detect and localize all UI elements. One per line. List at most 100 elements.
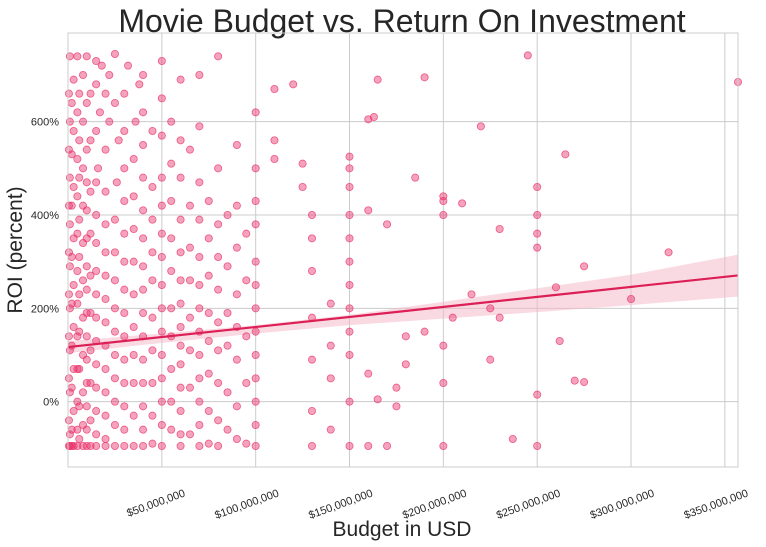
data-point-228 — [120, 229, 129, 238]
data-point-58 — [345, 210, 354, 219]
data-point-63 — [307, 210, 316, 219]
data-point-114 — [214, 346, 223, 355]
data-point-104 — [223, 308, 232, 317]
data-point-16 — [458, 199, 467, 208]
data-point-126 — [195, 71, 204, 80]
data-point-338 — [73, 299, 82, 308]
data-point-87 — [251, 420, 260, 429]
data-point-14 — [383, 220, 392, 229]
data-point-180 — [157, 327, 166, 336]
data-point-33 — [486, 355, 495, 364]
data-point-370 — [65, 430, 74, 439]
data-point-328 — [75, 327, 84, 336]
data-point-253 — [105, 117, 114, 126]
data-point-170 — [167, 425, 176, 434]
data-point-316 — [79, 276, 88, 285]
data-point-369 — [65, 388, 74, 397]
data-point-318 — [79, 350, 88, 359]
data-point-269 — [95, 108, 104, 117]
data-point-191 — [148, 313, 157, 322]
data-point-6 — [476, 122, 485, 131]
data-point-211 — [135, 80, 144, 89]
data-point-238 — [114, 136, 123, 145]
data-point-96 — [232, 243, 241, 252]
data-point-97 — [232, 290, 241, 299]
data-point-232 — [120, 332, 129, 341]
data-point-337 — [73, 266, 82, 275]
data-point-218 — [129, 322, 138, 331]
data-point-44 — [392, 383, 401, 392]
data-point-314 — [79, 201, 88, 210]
data-point-321 — [79, 441, 88, 450]
data-point-103 — [223, 262, 232, 271]
data-point-283 — [92, 406, 101, 415]
data-point-152 — [176, 276, 185, 285]
data-point-279 — [92, 313, 101, 322]
data-point-162 — [167, 159, 176, 168]
data-point-3 — [420, 73, 429, 82]
data-point-17 — [495, 224, 504, 233]
data-point-345 — [69, 127, 78, 136]
data-point-376 — [64, 290, 73, 299]
data-point-260 — [101, 294, 110, 303]
data-point-297 — [82, 99, 91, 108]
data-point-348 — [69, 280, 78, 289]
x-axis-label: Budget in USD — [333, 518, 472, 541]
data-point-346 — [69, 182, 78, 191]
data-point-56 — [345, 257, 354, 266]
data-point-106 — [223, 388, 232, 397]
data-point-277 — [92, 266, 101, 275]
data-point-164 — [167, 234, 176, 243]
data-point-367 — [65, 304, 74, 313]
x-tick-label-2: $150,000,000 — [307, 488, 374, 522]
data-point-326 — [75, 252, 84, 261]
data-point-270 — [94, 164, 103, 173]
data-point-378 — [64, 374, 73, 383]
data-point-224 — [120, 89, 129, 98]
data-point-236 — [120, 425, 129, 434]
data-point-266 — [101, 434, 110, 443]
data-point-217 — [129, 290, 138, 299]
data-point-178 — [157, 280, 166, 289]
data-point-74 — [270, 136, 279, 145]
data-point-67 — [307, 355, 316, 364]
data-point-83 — [251, 327, 260, 336]
data-point-212 — [131, 117, 140, 126]
data-point-257 — [101, 220, 110, 229]
data-point-195 — [148, 439, 157, 448]
data-point-373 — [64, 145, 73, 154]
data-point-57 — [345, 234, 354, 243]
data-point-327 — [75, 290, 84, 299]
regression-line — [67, 274, 739, 349]
data-point-37 — [448, 313, 457, 322]
x-tick-label-3: $200,000,000 — [401, 488, 468, 522]
data-point-169 — [167, 397, 176, 406]
data-point-242 — [110, 215, 119, 224]
data-point-146 — [185, 430, 194, 439]
data-point-351 — [69, 406, 78, 415]
data-point-331 — [75, 434, 84, 443]
data-point-247 — [110, 350, 119, 359]
data-point-244 — [110, 276, 119, 285]
data-point-52 — [345, 350, 354, 359]
data-point-84 — [251, 350, 260, 359]
data-point-61 — [326, 374, 335, 383]
data-point-268 — [97, 61, 106, 70]
data-point-294 — [86, 416, 95, 425]
data-point-276 — [92, 238, 101, 247]
data-point-201 — [139, 234, 148, 243]
data-point-30 — [533, 390, 542, 399]
data-point-298 — [82, 145, 91, 154]
data-point-35 — [486, 304, 495, 313]
data-point-267 — [101, 441, 110, 450]
data-point-42 — [401, 332, 410, 341]
data-point-221 — [129, 411, 138, 420]
data-point-108 — [214, 52, 223, 61]
data-point-315 — [79, 238, 88, 247]
data-point-379 — [64, 416, 73, 425]
data-point-239 — [112, 178, 121, 187]
data-point-36 — [467, 290, 476, 299]
data-point-163 — [167, 196, 176, 205]
x-tick-label-4: $250,000,000 — [495, 488, 562, 522]
